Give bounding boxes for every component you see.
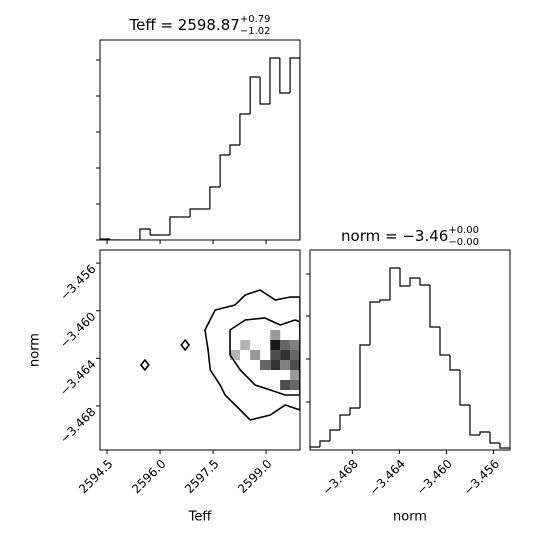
histogram-step [409, 277, 420, 286]
density-cell [270, 340, 281, 350]
plot-area [310, 267, 510, 450]
histogram-step [310, 446, 320, 450]
histogram-step [419, 278, 430, 286]
x-axis-label: norm [393, 510, 427, 525]
histogram-step [229, 144, 240, 155]
histogram-step [109, 239, 121, 240]
plot-area [100, 57, 300, 240]
x-tick-label: −3.464 [367, 457, 408, 498]
histogram-step [189, 208, 200, 217]
plot-area [139, 289, 300, 421]
x-tick-label: 2597.5 [182, 457, 222, 497]
density-cell [280, 380, 291, 390]
title-upper: +0.79 [240, 14, 271, 25]
histogram-step [239, 113, 251, 145]
histogram-step [249, 76, 261, 114]
histogram-step [439, 327, 450, 356]
contour [180, 338, 191, 352]
title-text: norm = −3.46 [341, 227, 448, 245]
y-tick-label: −3.460 [57, 309, 98, 350]
histogram-step [289, 57, 300, 240]
histogram-step [449, 355, 460, 371]
contour [204, 289, 300, 421]
title-text: Teff = 2598.87 [129, 16, 240, 34]
axes-frame [99, 39, 301, 241]
contour [139, 358, 150, 372]
density-cell [250, 350, 261, 360]
title-lower: −1.02 [240, 26, 271, 37]
panel-title: Teff = 2598.87+0.79 −1.02 [129, 14, 271, 37]
histogram-step [149, 229, 161, 236]
histogram-step [399, 268, 410, 287]
histogram-step [369, 301, 380, 345]
histogram-step [139, 228, 151, 240]
x-axis-label: Teff [188, 510, 213, 525]
panel-title: norm = −3.46+0.00 −0.00 [341, 225, 479, 248]
density-cell [260, 360, 271, 370]
histogram-step [269, 57, 280, 104]
histogram-step [219, 154, 231, 187]
density-cell [240, 340, 251, 350]
histogram-step [469, 405, 480, 436]
density-cell [280, 360, 291, 370]
histogram-step [479, 431, 490, 435]
contour [229, 317, 300, 396]
histogram-step [429, 285, 440, 328]
density-cell [280, 350, 291, 360]
axes-frame [99, 249, 301, 451]
density-cell [290, 340, 300, 350]
histogram-step [359, 344, 370, 408]
title-lower: −0.00 [448, 237, 479, 248]
y-tick-label: −3.464 [57, 357, 98, 398]
histogram-step [259, 77, 270, 105]
y-axis-label: norm [28, 333, 43, 367]
title-upper: +0.00 [448, 225, 479, 236]
histogram-step [209, 186, 221, 209]
histogram-step [279, 58, 291, 94]
density-cell [270, 350, 281, 360]
x-tick-label: 2599.0 [235, 457, 275, 497]
density-cell [229, 350, 240, 360]
histogram-step [169, 216, 180, 235]
histogram-step [339, 414, 350, 430]
y-tick-label: −3.456 [57, 262, 98, 303]
histogram-step [100, 238, 110, 240]
histogram-step [459, 370, 470, 406]
histogram-step [379, 299, 390, 302]
y-tick-label: −3.468 [57, 405, 98, 446]
density-cell [280, 340, 291, 350]
axes-frame [309, 249, 511, 451]
density-cell [290, 380, 300, 390]
x-tick-label: 2596.0 [129, 457, 169, 497]
histogram-step [499, 443, 510, 450]
density-cell [290, 360, 300, 370]
x-tick-label: 2594.5 [76, 457, 116, 497]
density-cell [270, 330, 281, 340]
x-tick-label: −3.456 [461, 457, 502, 498]
histogram-step [329, 429, 340, 441]
histogram-step [319, 440, 330, 447]
histogram-step [489, 432, 500, 444]
density-cell [290, 370, 300, 380]
histogram-step [349, 407, 360, 415]
x-tick-label: −3.460 [414, 457, 455, 498]
x-tick-label: −3.468 [320, 457, 361, 498]
histogram-step [389, 267, 400, 300]
density-cell [290, 350, 300, 360]
density-cell [270, 360, 281, 370]
